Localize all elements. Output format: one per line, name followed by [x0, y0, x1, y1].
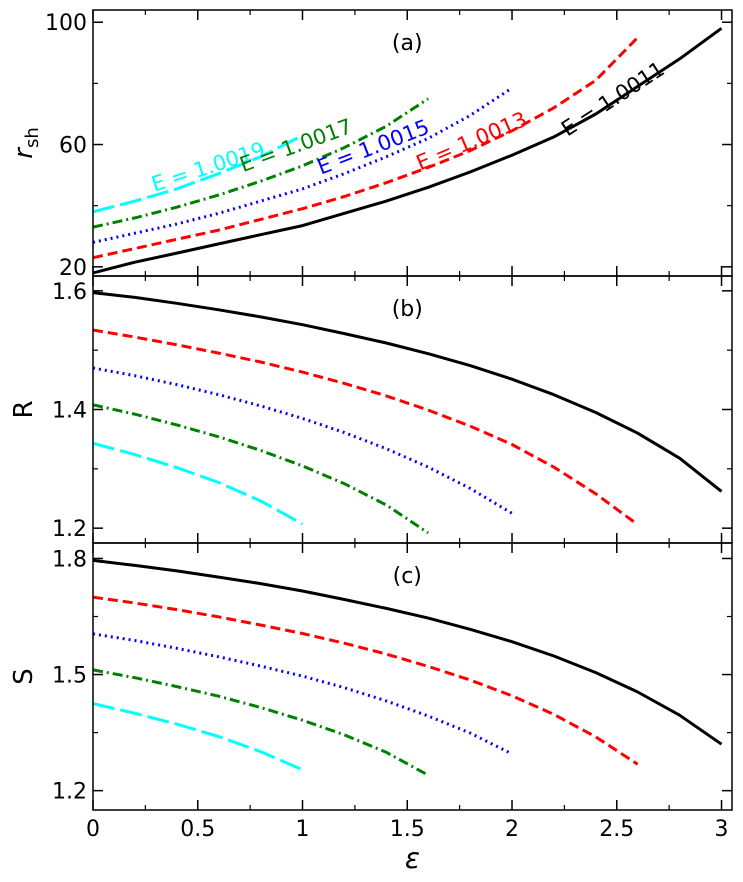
series-line-10011: [92, 27, 723, 275]
y-tick-label: 1.8: [52, 547, 87, 572]
x-tick-label: 1.5: [390, 817, 425, 842]
series-line-10013: [92, 595, 639, 766]
series-line-10017: [92, 97, 430, 229]
x-tick-label: 1: [296, 817, 310, 842]
series-line-10019: [92, 702, 304, 772]
y-tick-label: 1.2: [52, 517, 87, 542]
y-tick-label: 1.2: [52, 780, 87, 805]
x-tick-label: 2: [505, 817, 519, 842]
panel-a-ylabel-main: r: [9, 146, 39, 159]
panel-a-series: [92, 27, 723, 275]
series-line-10015: [92, 366, 513, 515]
panel-b-label: (b): [392, 297, 423, 322]
series-line-10015: [92, 86, 513, 244]
series-line-10015: [92, 632, 513, 756]
x-axis-label: ε: [405, 842, 420, 875]
series-line-10011: [92, 558, 723, 746]
y-tick-label: 1.4: [52, 399, 87, 424]
panel-c-frame: [92, 542, 733, 811]
panel-b-series: [92, 291, 723, 535]
y-tick-label: 100: [45, 11, 87, 36]
panel-b-ylabel: R: [9, 400, 39, 418]
panel-a-ylabel: rsh: [9, 127, 43, 159]
panel-c-ylabel: S: [9, 668, 39, 685]
series-line-10017: [92, 403, 430, 535]
y-tick-label: 1.5: [52, 664, 87, 689]
y-tick-label: 1.6: [52, 280, 87, 305]
panel-a-label: (a): [392, 31, 423, 56]
y-tick-label: 60: [59, 134, 87, 159]
panel-c-S: 1.2 1.5 1.8 0 0.5 1 1.5 2 2.5 3 (c) S: [9, 542, 733, 842]
panel-b-R: 1.2 1.4 1.6 (b) R: [9, 275, 733, 544]
panel-c-ticks: 1.2 1.5 1.8 0 0.5 1 1.5 2 2.5 3: [52, 543, 732, 842]
series-line-10011: [92, 291, 723, 493]
panel-c-series: [92, 558, 723, 777]
x-tick-label: 0: [86, 817, 100, 842]
x-tick-label: 0.5: [180, 817, 215, 842]
panel-a-ylabel-sub: sh: [22, 127, 43, 148]
y-tick-label: 20: [59, 256, 87, 281]
x-tick-label: 2.5: [599, 817, 634, 842]
series-line-10013: [92, 36, 639, 260]
series-line-10019: [92, 134, 304, 214]
series-line-10013: [92, 328, 639, 526]
panel-c-label: (c): [393, 564, 422, 589]
x-tick-label: 3: [715, 817, 729, 842]
panel-b-ticks: 1.2 1.4 1.6: [52, 276, 732, 543]
series-line-10019: [92, 441, 304, 526]
